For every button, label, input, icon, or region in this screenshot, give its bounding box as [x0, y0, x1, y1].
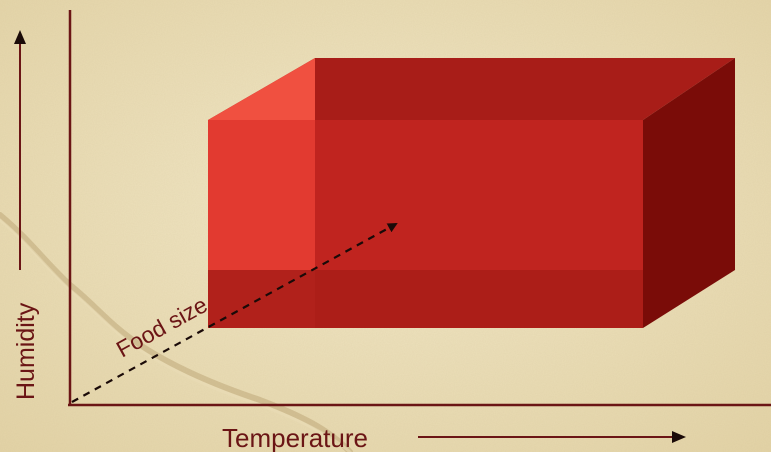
box-right-face — [643, 58, 735, 328]
y-axis-label: Humidity — [12, 302, 40, 400]
x-axis-label: Temperature — [222, 423, 368, 452]
box-bottom-band — [208, 270, 643, 328]
food-size-arrow — [71, 223, 398, 403]
humidity-arrow-head — [14, 30, 26, 44]
axes — [68, 10, 771, 407]
box-top-left-highlight — [208, 58, 315, 120]
temperature-arrow-head — [672, 431, 686, 443]
box-top-face — [208, 58, 735, 120]
paper-crease — [0, 212, 353, 452]
paper-crease-shadow — [0, 218, 352, 452]
box-3d — [208, 58, 735, 328]
